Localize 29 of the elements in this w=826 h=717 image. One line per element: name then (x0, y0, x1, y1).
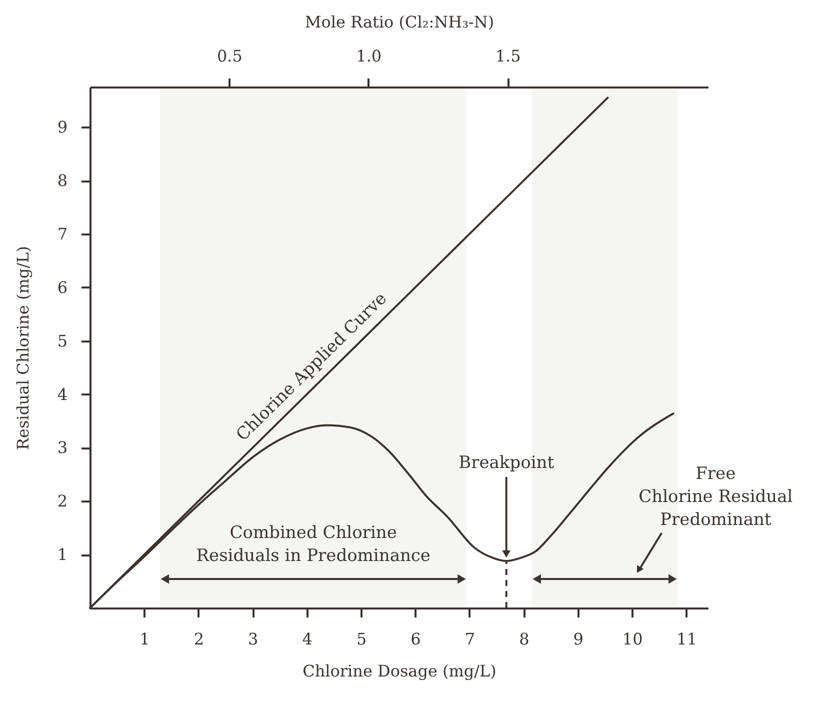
x-tick-label: 10 (622, 630, 643, 648)
y-tick-label: 2 (57, 492, 68, 511)
y-tick-label: 6 (57, 278, 68, 297)
x-tick-label: 2 (194, 630, 204, 648)
x-tick-label: 11 (676, 630, 697, 648)
y-tick-label: 3 (57, 438, 68, 458)
x-tick-label: 9 (573, 630, 584, 648)
x2-axis-title: Mole Ratio (Cl₂:NH₃-N) (304, 12, 494, 32)
x-tick-label: 3 (248, 630, 258, 648)
y-tick-label: 9 (57, 118, 68, 137)
y-tick-label: 1 (57, 545, 68, 564)
x-tick-label: 4 (302, 630, 312, 648)
band-label: Free Chlorine Residual Predominant (638, 464, 793, 530)
x-tick-label: 5 (356, 630, 367, 648)
x-tick-label: 1 (140, 630, 150, 648)
y-tick-label: 8 (57, 171, 68, 190)
x2-tick-label: 1.0 (356, 46, 382, 66)
x-tick-label: 7 (464, 630, 476, 648)
y-tick-label: 7 (57, 224, 68, 244)
annotation: Breakpoint (458, 452, 554, 473)
y-axis-title: Residual Chlorine (mg/L) (13, 246, 32, 450)
y-tick-label: 4 (57, 384, 68, 404)
x-tick-label: 8 (519, 630, 530, 648)
x-tick-label: 6 (410, 630, 421, 648)
band-label: Combined Chlorine Residuals in Predominance (196, 523, 430, 566)
x-axis-title: Chlorine Dosage (mg/L) (302, 662, 496, 680)
y-tick-label: 5 (57, 331, 68, 350)
x2-tick-label: 1.5 (495, 46, 521, 66)
x2-tick-label: 0.5 (216, 46, 242, 66)
